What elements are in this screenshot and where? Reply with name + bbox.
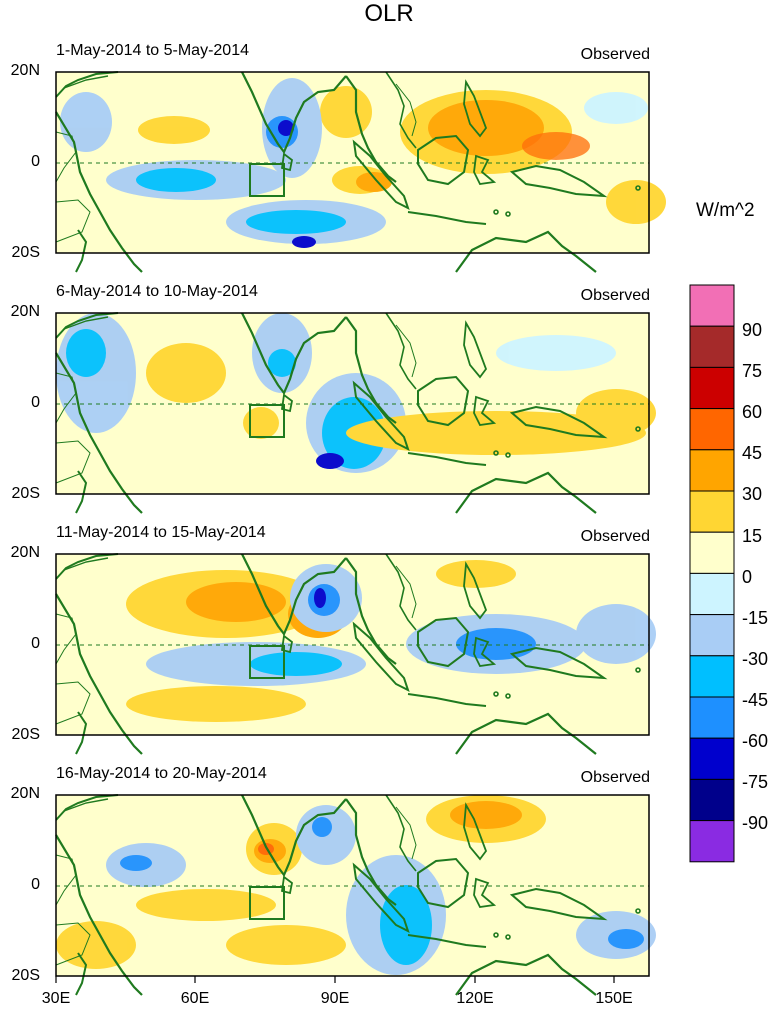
colorbar-swatch-3 bbox=[689, 408, 735, 451]
colorbar-swatch-1 bbox=[689, 325, 735, 368]
colorbar-label-30: 30 bbox=[742, 484, 763, 504]
colorbar-label-m45: -45 bbox=[742, 690, 769, 710]
colorbar-label-m30: -30 bbox=[742, 649, 769, 669]
panel-2-date: 6-May-2014 to 10-May-2014 bbox=[56, 283, 258, 300]
colorbar-label-0: 0 bbox=[742, 567, 753, 587]
panel-1-tag: Observed bbox=[580, 46, 650, 63]
colorbar-label-75: 75 bbox=[742, 361, 763, 381]
panel-1-lat-20n: 20N bbox=[10, 62, 40, 79]
colorbar-swatch-4 bbox=[689, 449, 735, 492]
colorbar-swatch-7 bbox=[689, 572, 735, 616]
panel-3-lat-0: 0 bbox=[31, 635, 40, 652]
lon-label-30e: 30E bbox=[41, 990, 71, 1007]
panel-1-lat-0: 0 bbox=[31, 153, 40, 170]
lon-label-90e: 90E bbox=[320, 990, 350, 1007]
colorbar-swatch-13 bbox=[689, 820, 735, 863]
panel-2-map bbox=[54, 311, 656, 515]
colorbar-swatch-6 bbox=[689, 531, 735, 574]
colorbar-label-60: 60 bbox=[742, 402, 763, 422]
panel-2-lat-20n: 20N bbox=[10, 303, 40, 320]
panel-1-date: 1-May-2014 to 5-May-2014 bbox=[56, 42, 249, 59]
colorbar-label-15: 15 bbox=[742, 526, 763, 546]
colorbar-label-m75: -75 bbox=[742, 772, 769, 792]
panel-4-lat-20s: 20S bbox=[11, 967, 40, 984]
lon-label-150e: 150E bbox=[595, 990, 633, 1007]
chart-title: OLR bbox=[364, 0, 414, 27]
colorbar-swatch-5 bbox=[689, 490, 735, 533]
panel-2-lat-20s: 20S bbox=[11, 485, 40, 502]
lon-label-120e: 120E bbox=[456, 990, 494, 1007]
panel-3-date: 11-May-2014 to 15-May-2014 bbox=[56, 524, 266, 541]
panel-4-map bbox=[54, 793, 656, 997]
colorbar-swatch-9 bbox=[689, 655, 735, 698]
colorbar-label-m15: -15 bbox=[742, 608, 769, 628]
colorbar-label-45: 45 bbox=[742, 443, 763, 463]
panel-2-lat-0: 0 bbox=[31, 394, 40, 411]
panel-1-map bbox=[54, 70, 666, 274]
panel-3-lat-20n: 20N bbox=[10, 544, 40, 561]
colorbar-swatch-10 bbox=[689, 696, 735, 739]
lon-label-60e: 60E bbox=[180, 990, 210, 1007]
colorbar-swatch-11 bbox=[689, 737, 735, 780]
colorbar-swatch-2 bbox=[689, 366, 735, 410]
colorbar-label-m60: -60 bbox=[742, 731, 769, 751]
lon-ticks bbox=[55, 976, 615, 983]
panel-4-tag: Observed bbox=[580, 769, 650, 786]
panel-4-lat-0: 0 bbox=[31, 876, 40, 893]
colorbar-swatch-8 bbox=[689, 614, 735, 657]
panel-2-tag: Observed bbox=[580, 287, 650, 304]
panel-4-date: 16-May-2014 to 20-May-2014 bbox=[56, 765, 267, 782]
units-label: W/m^2 bbox=[696, 200, 755, 221]
panel-1-lat-20s: 20S bbox=[11, 244, 40, 261]
panel-3-map bbox=[54, 552, 656, 756]
colorbar-swatch-0 bbox=[689, 284, 735, 327]
panel-3-lat-20s: 20S bbox=[11, 726, 40, 743]
panel-4-lat-20n: 20N bbox=[10, 785, 40, 802]
colorbar-label-90: 90 bbox=[742, 320, 763, 340]
colorbar-swatch-12 bbox=[689, 778, 735, 822]
colorbar bbox=[689, 284, 735, 863]
colorbar-label-m90: -90 bbox=[742, 813, 769, 833]
panel-3-tag: Observed bbox=[580, 528, 650, 545]
